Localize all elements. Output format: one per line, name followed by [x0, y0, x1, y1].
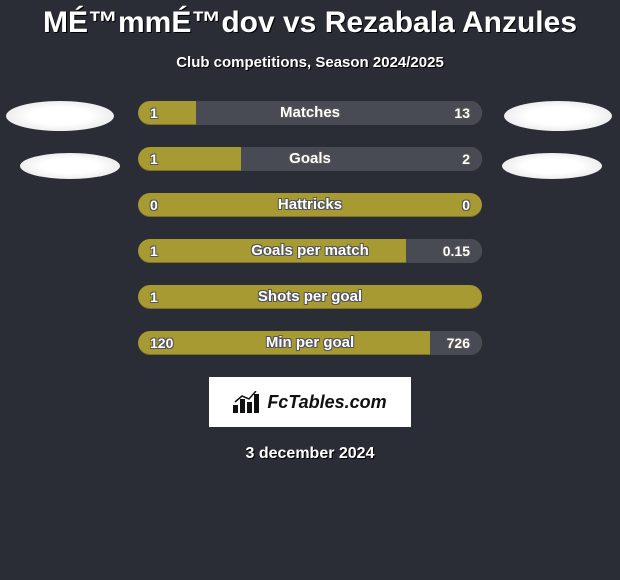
subtitle: Club competitions, Season 2024/2025	[0, 54, 620, 71]
stat-row: 1Matches13	[138, 101, 482, 125]
stat-value-right: 726	[447, 331, 470, 355]
logo-text: FcTables.com	[267, 392, 386, 413]
fctables-logo: FcTables.com	[209, 377, 411, 427]
comparison-chart: 1Matches13 1Goals2 0Hattricks0 1Goals per m…	[0, 101, 620, 355]
stat-value-right: 0.15	[443, 239, 470, 263]
stat-row: 0Hattricks0	[138, 193, 482, 217]
stat-label: Goals per match	[138, 239, 482, 263]
page-title: MÉ™mmÉ™dov vs Rezabala Anzules	[0, 0, 620, 40]
stat-label: Min per goal	[138, 331, 482, 355]
player-badge-ellipse	[502, 153, 602, 179]
stat-label: Matches	[138, 101, 482, 125]
date-label: 3 december 2024	[0, 445, 620, 463]
stat-value-right: 2	[462, 147, 470, 171]
stat-row: 1Goals per match0.15	[138, 239, 482, 263]
player-badge-ellipse	[504, 101, 612, 131]
stat-label: Hattricks	[138, 193, 482, 217]
stat-row: 1Goals2	[138, 147, 482, 171]
stat-value-right: 13	[454, 101, 470, 125]
stat-row: 120Min per goal726	[138, 331, 482, 355]
stat-value-right: 0	[462, 193, 470, 217]
player-badge-ellipse	[6, 101, 114, 131]
bar-chart-icon	[233, 391, 261, 413]
stat-row: 1Shots per goal	[138, 285, 482, 309]
player-badge-ellipse	[20, 153, 120, 179]
stat-label: Shots per goal	[138, 285, 482, 309]
stat-label: Goals	[138, 147, 482, 171]
